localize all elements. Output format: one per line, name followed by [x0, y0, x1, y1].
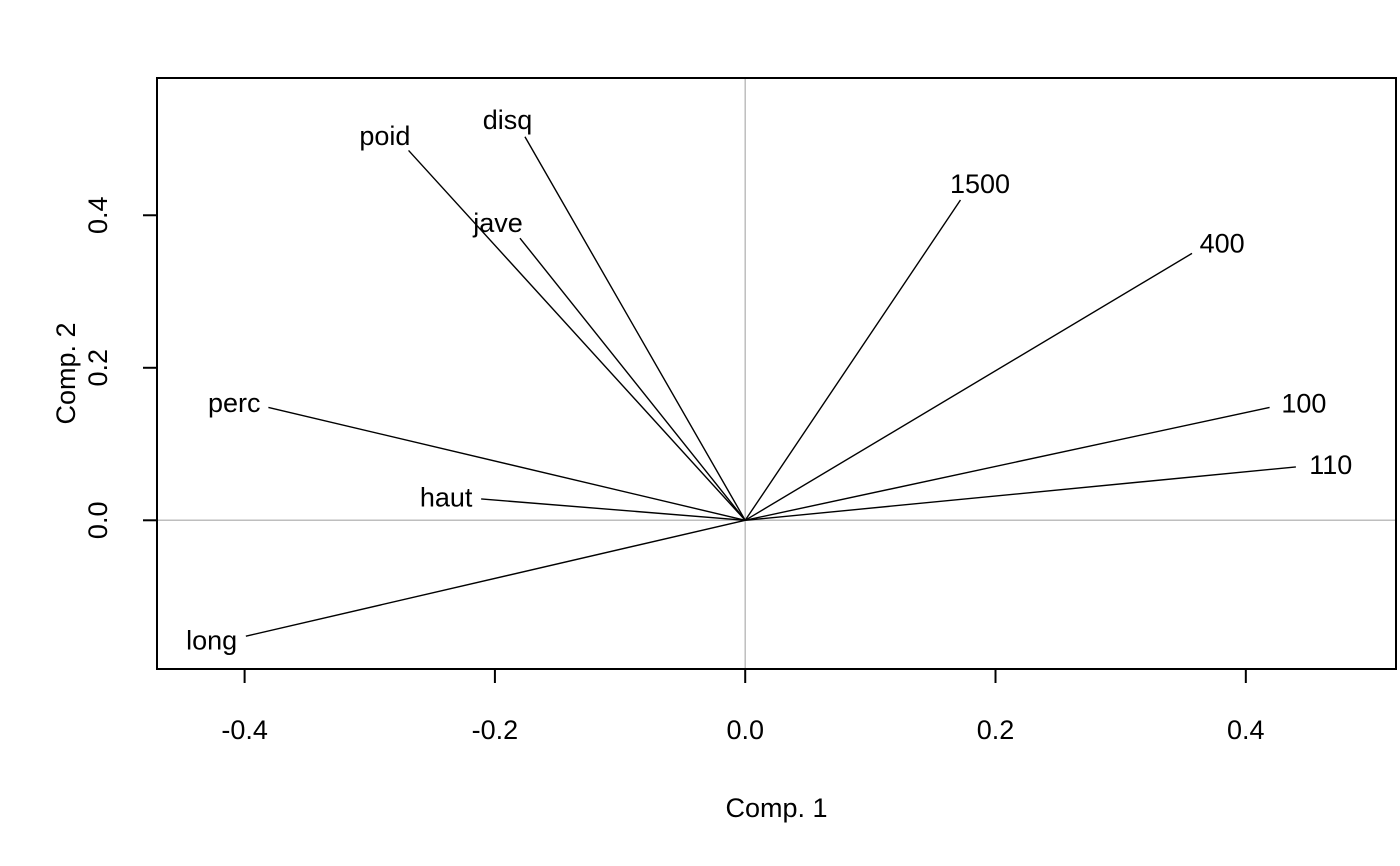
vector-label-poid: poid — [359, 121, 410, 151]
vector-line-poid — [408, 149, 746, 521]
vector-line-haut — [481, 498, 746, 521]
vector-line-110 — [745, 466, 1296, 521]
vector-line-400 — [744, 252, 1193, 521]
vector-label-1500: 1500 — [950, 169, 1010, 199]
vector-label-400: 400 — [1200, 228, 1245, 258]
vector-line-jave — [519, 237, 746, 521]
vector-label-long: long — [186, 626, 237, 656]
vector-label-100: 100 — [1281, 388, 1326, 418]
vector-line-100 — [745, 406, 1270, 521]
y-tick-label: 0.0 — [83, 502, 113, 540]
x-tick-label: 0.4 — [1227, 715, 1265, 745]
vector-label-perc: perc — [208, 388, 261, 418]
loading-vectors — [245, 136, 1296, 637]
x-tick-label: -0.2 — [472, 715, 519, 745]
y-tick-label: 0.4 — [83, 196, 113, 234]
y-axis-title: Comp. 2 — [51, 322, 81, 424]
vector-line-long — [245, 519, 746, 637]
x-axis-title: Comp. 1 — [725, 793, 827, 823]
x-axis: -0.4 -0.2 0.0 0.2 0.4 — [221, 668, 1265, 745]
vector-line-perc — [268, 406, 746, 521]
vector-line-1500 — [744, 199, 962, 521]
x-tick-label: 0.2 — [977, 715, 1015, 745]
reference-lines — [157, 78, 1396, 669]
x-tick-label: -0.4 — [221, 715, 268, 745]
variable-labels: disq poid jave 1500 400 perc 100 haut 110 long — [186, 105, 1352, 656]
vector-label-haut: haut — [420, 482, 473, 512]
x-tick-label: 0.0 — [726, 715, 764, 745]
vector-label-disq: disq — [483, 105, 533, 135]
vector-label-jave: jave — [472, 208, 523, 238]
y-axis: 0.0 0.2 0.4 — [83, 196, 158, 540]
y-tick-label: 0.2 — [83, 349, 113, 387]
vector-label-110: 110 — [1309, 450, 1352, 480]
vector-line-disq — [524, 136, 746, 521]
